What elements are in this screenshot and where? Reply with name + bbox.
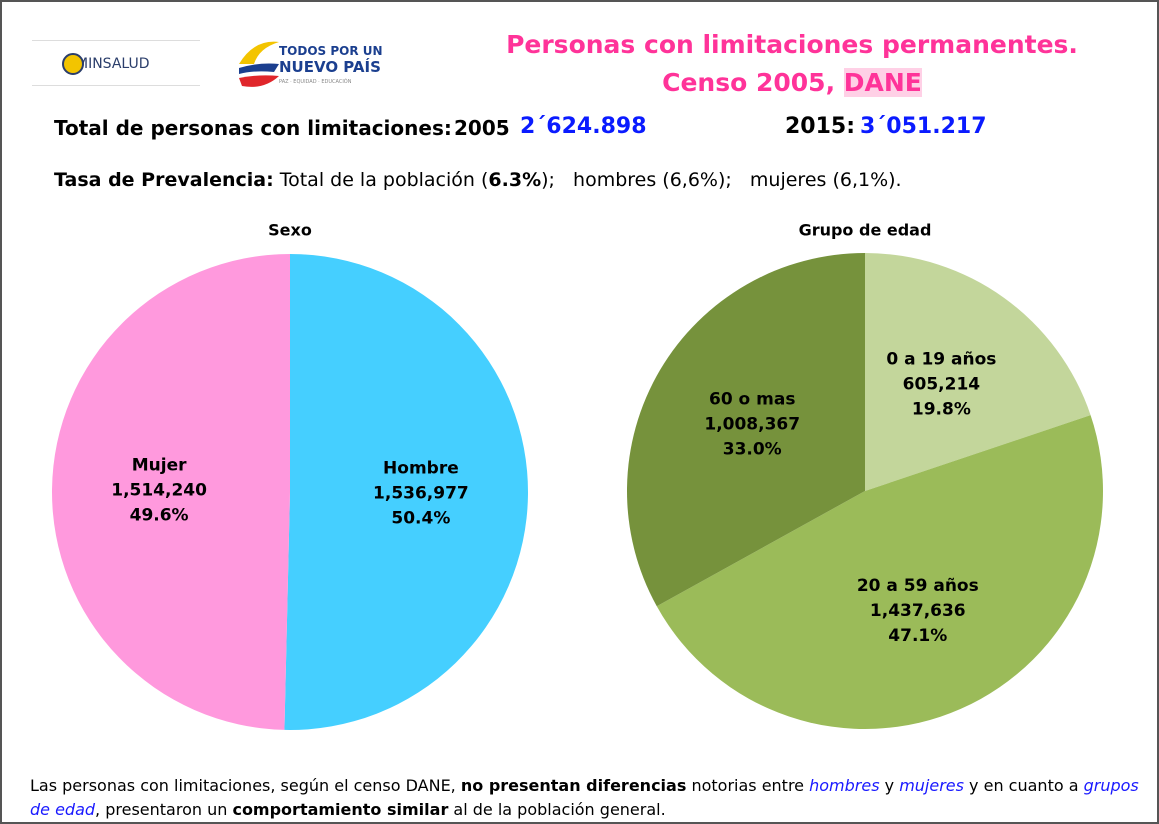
chart-title: Sexo: [268, 221, 312, 240]
prevalence-rate: 6.3%: [488, 169, 542, 191]
slice-label: 49.6%: [130, 505, 189, 525]
totals-year: 2005: [454, 116, 510, 140]
slice-label: 1,536,977: [373, 484, 469, 504]
slice-label: 33.0%: [723, 440, 782, 460]
slice-label: 47.1%: [888, 626, 947, 646]
logo-tagline: PAZ · EQUIDAD · EDUCACIÓN: [279, 79, 352, 85]
footer-text: , presentaron un: [95, 800, 233, 819]
pie-slice: [51, 254, 291, 730]
shield-icon: [62, 53, 84, 75]
totals-year: 2015:: [785, 114, 856, 139]
prevalence-label: Tasa de Prevalencia:: [54, 169, 274, 191]
footer-text: grupos de edad: [30, 776, 1144, 819]
slice-label: 0 a 19 años: [886, 350, 996, 370]
logo-text: TODOS POR UN: [279, 44, 383, 58]
totals-value: 2´624.898: [520, 114, 647, 139]
footer-text: notorias entre: [686, 776, 810, 795]
title-text: Censo 2005,: [662, 68, 844, 97]
prevalence-text: Total de la población (: [273, 169, 489, 191]
title: Personas con limitaciones permanentes. C…: [482, 26, 1102, 102]
footer-text: mujeres: [899, 776, 964, 795]
footer-text: Las personas con limitaciones, según el …: [30, 776, 461, 795]
logo-text: NUEVO PAÍS: [279, 58, 381, 76]
title-line: Censo 2005, DANE: [482, 64, 1102, 102]
pie-slice: [284, 254, 528, 730]
footer-text: comportamiento similar: [232, 800, 449, 819]
logo-swoosh: [239, 41, 279, 87]
pie-slice: [627, 253, 865, 607]
title-line: Personas con limitaciones permanentes.: [506, 30, 1078, 59]
slice-label: Mujer: [132, 455, 187, 475]
prevalence: Tasa de Prevalencia: Total de la poblaci…: [54, 169, 902, 191]
slice-label: 50.4%: [391, 509, 450, 529]
pie-slice: [656, 415, 1103, 730]
pie-slice: [865, 253, 1091, 491]
footer-text: y en cuanto a: [963, 776, 1084, 795]
totals-value: 3´051.217: [860, 114, 987, 139]
footer-text: al de la población general.: [448, 800, 666, 819]
prevalence-text: ); hombres (6,6%); mujeres (6,1%).: [541, 169, 902, 191]
slice-label: 1,437,636: [870, 601, 966, 621]
totals-label: Total de personas con limitaciones:: [54, 116, 452, 140]
slice-label: 1,008,367: [704, 415, 800, 435]
slice-label: 1,514,240: [111, 480, 207, 500]
slice-label: 19.8%: [912, 400, 971, 420]
footer-text: y: [879, 776, 900, 795]
footer-text: hombres: [809, 776, 880, 795]
slice-label: 605,214: [903, 375, 981, 395]
minsalud-logo: MINSALUD: [32, 40, 200, 86]
slice-label: Hombre: [383, 459, 459, 479]
title-text: DANE: [843, 68, 922, 97]
slice-label: 20 a 59 años: [857, 576, 979, 596]
slice-label: 60 o mas: [709, 390, 795, 410]
footer: Las personas con limitaciones, según el …: [30, 774, 1140, 822]
footer-text: no presentan diferencias: [460, 776, 687, 795]
chart-title: Grupo de edad: [799, 221, 932, 240]
